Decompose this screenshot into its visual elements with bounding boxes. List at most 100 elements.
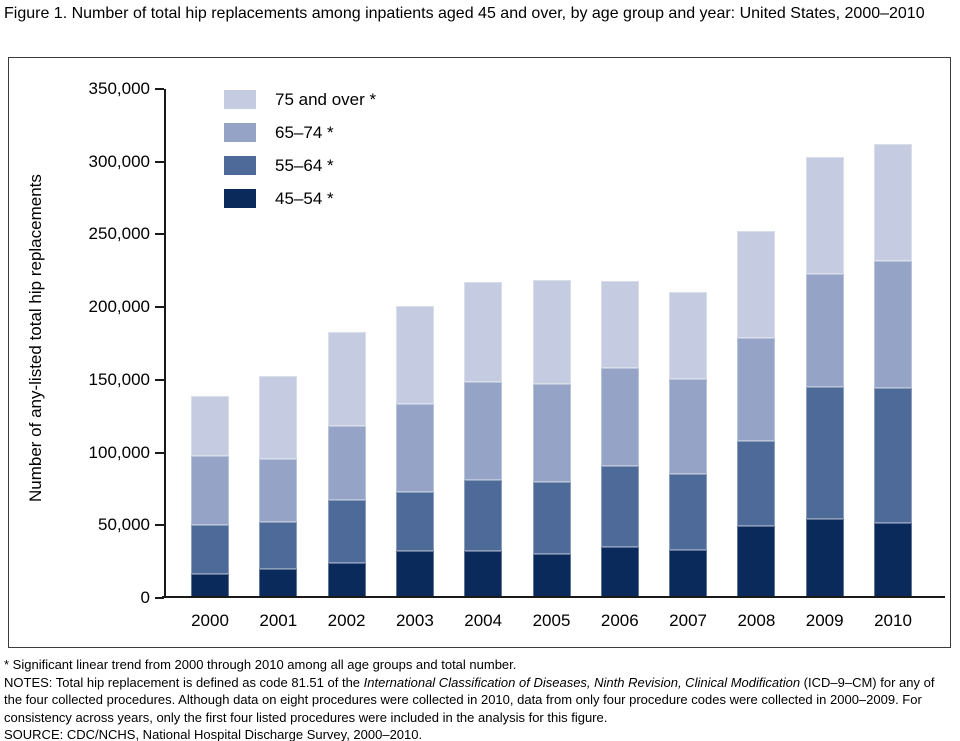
bar-segment <box>259 569 298 598</box>
bar-segment <box>600 281 639 368</box>
bar-segment <box>874 388 912 523</box>
x-tick-label: 2001 <box>259 611 298 630</box>
y-tick <box>155 233 164 236</box>
legend: 75 and over * 65–74 * 55–64 * 45–54 * <box>224 90 376 222</box>
y-tick <box>155 451 164 454</box>
bar-2000 <box>191 396 229 598</box>
figure-title: Figure 1. Number of total hip replacemen… <box>4 5 925 22</box>
x-axis-line <box>162 596 945 598</box>
bar-2008 <box>737 231 776 598</box>
bar-2003 <box>395 306 434 598</box>
bar-segment <box>874 144 912 261</box>
bar-segment <box>805 157 844 274</box>
x-tick-label: 2008 <box>737 611 776 630</box>
bar-segment <box>464 551 503 598</box>
bar-segment <box>669 550 708 598</box>
legend-swatch <box>224 123 256 142</box>
y-tick-label: 250,000 <box>88 224 150 244</box>
bar-segment <box>669 379 708 474</box>
bar-2001 <box>259 376 298 598</box>
x-tick-label: 2009 <box>805 611 844 630</box>
legend-label: 45–54 * <box>275 188 334 208</box>
y-tick <box>155 88 164 90</box>
y-tick-label: 300,000 <box>88 151 150 171</box>
bar-segment <box>737 526 776 598</box>
chart-frame: Number of any-listed total hip replaceme… <box>8 57 951 648</box>
bar-segment <box>327 500 366 563</box>
bar-segment <box>327 332 366 426</box>
bar-2007 <box>669 292 708 598</box>
legend-item: 45–54 * <box>224 189 376 208</box>
bar-segment <box>805 387 844 519</box>
bar-segment <box>259 459 298 522</box>
bar-segment <box>191 396 229 456</box>
bar-segment <box>737 231 776 338</box>
bar-segment <box>395 404 434 492</box>
legend-label: 75 and over * <box>275 89 377 109</box>
x-tick-label: 2002 <box>327 611 366 630</box>
bar-segment <box>600 547 639 598</box>
bar-2004 <box>464 282 503 598</box>
bar-segment <box>395 551 434 598</box>
legend-label: 65–74 * <box>275 122 334 142</box>
x-tick-label: 2007 <box>669 611 707 630</box>
bar-2009 <box>805 157 844 598</box>
y-tick-label: 0 <box>140 588 150 607</box>
bar-segment <box>737 441 776 526</box>
bar-2010 <box>874 144 912 598</box>
y-tick <box>155 160 164 163</box>
y-axis-title: Number of any-listed total hip replaceme… <box>26 174 45 502</box>
y-tick <box>155 597 164 599</box>
x-tick-label: 2000 <box>191 611 229 630</box>
bar-segment <box>327 426 366 500</box>
plot-area: 75 and over * 65–74 * 55–64 * 45–54 * 0 50,0… <box>89 79 945 630</box>
bar-segment <box>395 492 434 551</box>
bar-segment <box>600 368 639 466</box>
x-tick-label: 2003 <box>395 611 434 630</box>
bar-segment <box>464 382 503 480</box>
legend-item: 75 and over * <box>224 90 376 109</box>
bar-segment <box>327 563 366 598</box>
footnote-asterisk: * Significant linear trend from 2000 thr… <box>4 657 517 672</box>
x-tick-label: 2004 <box>464 611 503 630</box>
footnote-notes-italic: International Classification of Diseases… <box>363 674 801 690</box>
x-tick-label: 2006 <box>600 611 639 630</box>
bar-segment <box>532 554 571 598</box>
y-tick-label: 200,000 <box>88 297 150 317</box>
footnote-source: SOURCE: CDC/NCHS, National Hospital Disc… <box>4 727 423 741</box>
legend-swatch <box>224 189 256 208</box>
y-tick-label: 150,000 <box>88 369 150 389</box>
x-tick-label: 2005 <box>532 611 571 630</box>
bar-2002 <box>327 332 366 598</box>
bar-segment <box>259 522 298 569</box>
bar-segment <box>532 482 571 554</box>
legend-item: 65–74 * <box>224 123 376 142</box>
bar-segment <box>805 519 844 598</box>
y-axis-line <box>164 89 166 598</box>
bar-segment <box>395 306 434 404</box>
bar-segment <box>874 261 912 388</box>
bar-segment <box>669 292 708 379</box>
y-tick <box>155 306 164 309</box>
bar-segment <box>464 480 503 551</box>
legend-item: 55–64 * <box>224 156 376 175</box>
bar-2006 <box>600 281 639 598</box>
footnote-notes: NOTES: Total hip replacement is defined … <box>4 674 954 727</box>
bar-2005 <box>532 280 571 598</box>
footnote-notes-suffix: (ICD–9–CM) for any of the four collected… <box>4 674 935 725</box>
bar-segment <box>737 338 776 441</box>
bar-segment <box>191 525 229 574</box>
footnotes: * Significant linear trend from 2000 thr… <box>4 656 954 741</box>
y-tick <box>155 378 164 381</box>
bar-segment <box>532 280 571 384</box>
y-tick-label: 350,000 <box>88 79 150 98</box>
y-tick <box>155 524 164 527</box>
y-tick-label: 50,000 <box>98 515 150 535</box>
bar-segment <box>805 274 844 387</box>
legend-swatch <box>224 90 256 109</box>
y-tick-label: 100,000 <box>88 442 150 462</box>
bar-segment <box>259 376 298 459</box>
legend-swatch <box>224 156 256 175</box>
legend-label: 55–64 * <box>275 155 334 175</box>
